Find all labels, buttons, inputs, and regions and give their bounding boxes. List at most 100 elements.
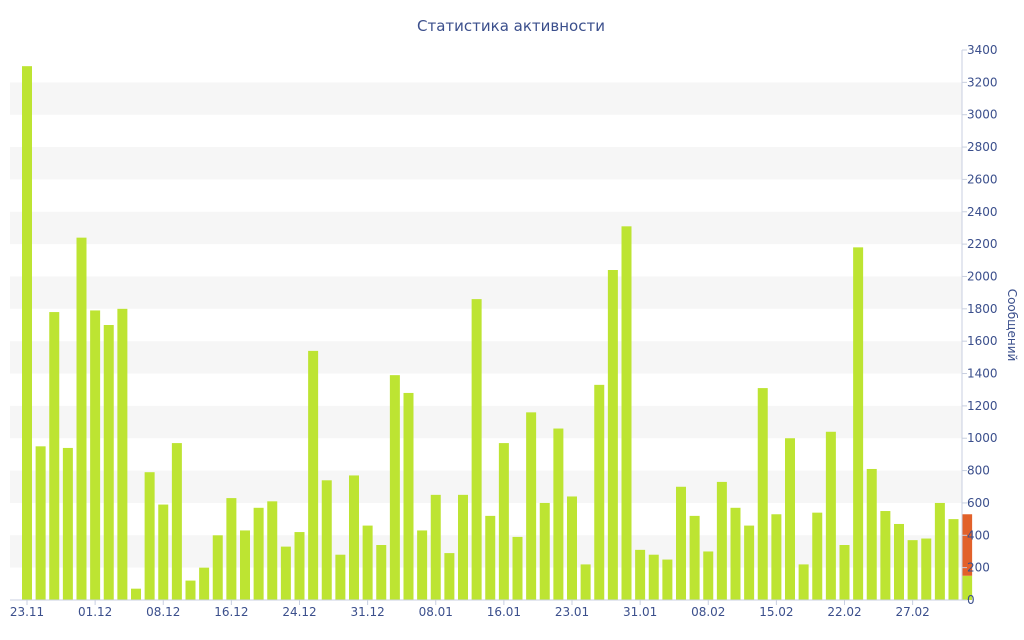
bar[interactable] <box>607 270 618 600</box>
grid-band <box>10 470 962 503</box>
y-tick-label: 1000 <box>967 431 998 445</box>
bar[interactable] <box>321 480 332 600</box>
bar[interactable] <box>389 375 400 600</box>
bar[interactable] <box>921 538 932 600</box>
grid-bands <box>10 82 962 568</box>
y-tick-label: 1800 <box>967 302 998 316</box>
bar[interactable] <box>785 438 795 600</box>
bar[interactable] <box>131 588 141 600</box>
bar[interactable] <box>580 564 591 600</box>
bar[interactable] <box>839 545 850 600</box>
grid-band <box>10 341 962 374</box>
bar[interactable] <box>526 412 537 600</box>
y-tick-label: 600 <box>967 496 990 510</box>
bar[interactable] <box>444 553 455 600</box>
x-tick-label: 22.02 <box>827 605 861 619</box>
bar[interactable] <box>458 494 468 600</box>
bar[interactable] <box>866 468 877 600</box>
y-tick-label: 3000 <box>967 108 998 122</box>
bar[interactable] <box>962 575 973 600</box>
bar[interactable] <box>362 525 373 600</box>
bar[interactable] <box>471 299 482 600</box>
bar[interactable] <box>539 502 550 600</box>
bar[interactable] <box>35 446 46 600</box>
x-tick-label: 31.01 <box>623 605 657 619</box>
bar[interactable] <box>308 350 319 600</box>
x-tick-label: 08.12 <box>146 605 180 619</box>
bar[interactable] <box>716 481 727 600</box>
bar[interactable] <box>76 237 87 600</box>
bar[interactable] <box>621 226 632 600</box>
bar[interactable] <box>676 486 686 600</box>
bar[interactable] <box>417 530 428 600</box>
bar[interactable] <box>812 512 823 600</box>
bar[interactable] <box>825 431 836 600</box>
bar[interactable] <box>880 511 891 600</box>
bar[interactable] <box>894 523 904 600</box>
bar[interactable] <box>212 535 223 600</box>
bar[interactable] <box>240 530 250 600</box>
y-tick-label: 3400 <box>967 43 998 57</box>
x-ticks: 23.11 01.12 08.12 16.12 24.12 31.12 08.01 16.01… <box>10 600 930 619</box>
bar[interactable] <box>907 540 918 600</box>
bar[interactable] <box>689 515 700 600</box>
bar[interactable] <box>103 325 114 600</box>
bar[interactable] <box>648 554 659 600</box>
bar[interactable] <box>512 536 523 600</box>
y-tick-label: 1200 <box>967 399 998 413</box>
bar[interactable] <box>703 551 714 600</box>
bar[interactable] <box>771 514 782 600</box>
bar[interactable] <box>376 545 387 600</box>
bar[interactable] <box>62 447 73 600</box>
bar[interactable] <box>934 502 945 600</box>
bar[interactable] <box>757 388 768 600</box>
x-tick-label: 15.02 <box>759 605 793 619</box>
bar[interactable] <box>158 504 169 600</box>
y-tick-label: 2200 <box>967 237 998 251</box>
y-tick-label: 200 <box>967 561 990 575</box>
bar[interactable] <box>553 428 564 600</box>
bar[interactable] <box>280 546 291 600</box>
grid-band <box>10 211 962 245</box>
y-tick-label: 3200 <box>967 75 998 89</box>
bar[interactable] <box>144 472 155 600</box>
bar[interactable] <box>635 549 646 600</box>
bar[interactable] <box>22 66 32 601</box>
y-axis-label: Сообщений <box>1005 289 1019 362</box>
x-tick-label: 08.01 <box>419 605 453 619</box>
bar-highlight[interactable] <box>962 514 973 576</box>
bar[interactable] <box>294 532 305 600</box>
bar[interactable] <box>594 384 605 600</box>
bar[interactable] <box>567 496 577 600</box>
y-tick-label: 2400 <box>967 205 998 219</box>
y-ticks: 0 200 400 600 800 1000 1200 1400 1600 1800 2000 220… <box>962 43 998 607</box>
bar[interactable] <box>948 519 959 600</box>
bar[interactable] <box>853 247 864 600</box>
bar[interactable] <box>90 310 101 600</box>
x-tick-label: 27.02 <box>895 605 929 619</box>
bar[interactable] <box>199 567 210 600</box>
bar[interactable] <box>171 443 182 600</box>
y-tick-label: 1400 <box>967 367 998 381</box>
bar[interactable] <box>403 392 414 600</box>
grid-band <box>10 405 962 439</box>
bar[interactable] <box>349 475 359 600</box>
bar[interactable] <box>662 559 673 600</box>
bar[interactable] <box>267 501 278 600</box>
bar[interactable] <box>430 494 441 600</box>
bar[interactable] <box>185 580 196 600</box>
x-tick-label: 31.12 <box>350 605 384 619</box>
x-tick-label: 16.01 <box>487 605 521 619</box>
bar[interactable] <box>253 507 264 600</box>
bar[interactable] <box>226 498 237 600</box>
bar[interactable] <box>744 525 755 600</box>
bar[interactable] <box>49 312 60 600</box>
bar[interactable] <box>798 564 809 600</box>
x-tick-label: 16.12 <box>214 605 248 619</box>
chart-title: Статистика активности <box>417 17 605 35</box>
bar[interactable] <box>117 308 128 600</box>
bar[interactable] <box>485 515 496 600</box>
bar[interactable] <box>498 443 509 600</box>
bar[interactable] <box>335 554 346 600</box>
bar[interactable] <box>730 507 741 600</box>
